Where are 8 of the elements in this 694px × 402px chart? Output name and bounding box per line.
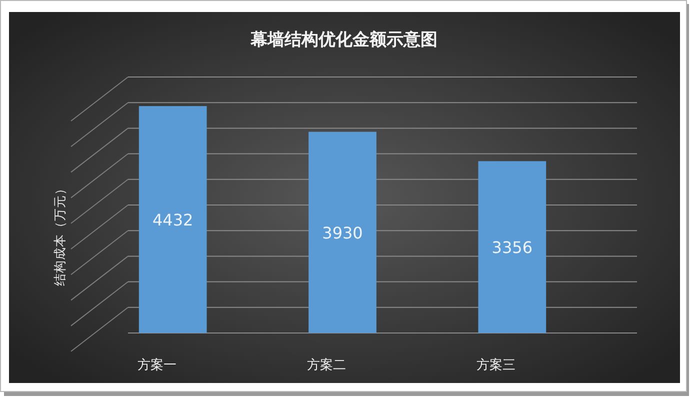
x-tick-label: 方案二 [307, 357, 346, 373]
y-axis-title: 结构成本（万元） [52, 182, 67, 286]
chart-title: 幕墙结构优化金额示意图 [250, 30, 438, 50]
data-label: 4432 [152, 210, 194, 230]
x-tick-label: 方案三 [476, 357, 516, 373]
data-label: 3930 [322, 223, 363, 242]
data-label: 3356 [492, 238, 533, 258]
x-tick-label: 方案一 [137, 357, 176, 373]
